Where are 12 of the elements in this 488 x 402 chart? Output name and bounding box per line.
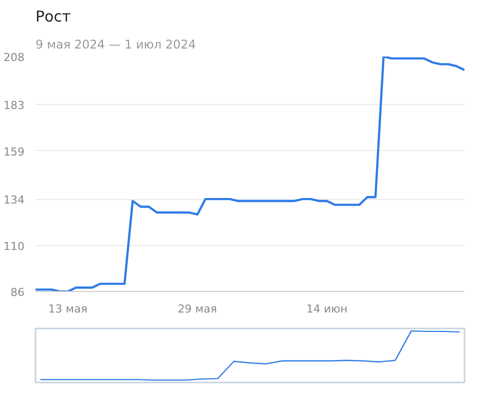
y-tick-label: 110 [4,240,25,253]
y-tick-label: 159 [4,145,25,158]
x-tick-label: 13 мая [48,302,88,316]
y-tick-label: 86 [10,286,25,299]
x-tick-label: 14 июн [306,302,348,316]
y-tick-label: 134 [4,194,25,207]
chart-title: Рост [36,8,71,26]
line-series [36,56,464,292]
y-tick-label: 183 [4,99,25,112]
chart-subtitle: 9 мая 2024 — 1 июл 2024 [36,38,196,52]
x-tick-label: 29 мая [178,302,217,316]
y-tick-label: 208 [4,51,25,64]
